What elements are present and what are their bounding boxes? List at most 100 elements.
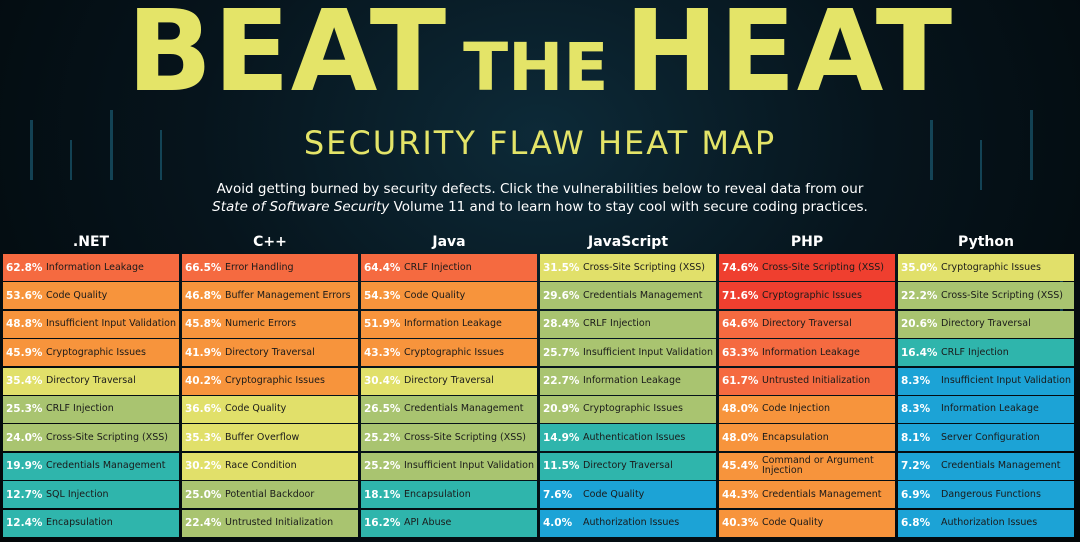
heatmap-cell[interactable]: 54.3% Code Quality xyxy=(361,282,537,310)
heatmap-cell[interactable]: 45.4% Command or Argument Injection xyxy=(719,452,895,480)
heatmap-cell[interactable]: 74.6% Cross-Site Scripting (XSS) xyxy=(719,254,895,281)
heatmap-cell[interactable]: 25.0% Potential Backdoor xyxy=(182,481,358,509)
cell-label: Cross-Site Scripting (XSS) xyxy=(762,261,884,273)
heatmap-cell[interactable]: 8.3% Information Leakage xyxy=(898,395,1074,423)
cell-label: Race Condition xyxy=(225,460,297,472)
heatmap-cell[interactable]: 66.5% Error Handling xyxy=(182,254,358,281)
cell-label: Information Leakage xyxy=(404,318,502,330)
heatmap-cell[interactable]: 16.4% CRLF Injection xyxy=(898,339,1074,367)
heatmap-cell[interactable]: 6.8% Authorization Issues xyxy=(898,509,1074,537)
heatmap-cell[interactable]: 7.6% Code Quality xyxy=(540,481,716,509)
heatmap-cell[interactable]: 12.7% SQL Injection xyxy=(3,481,179,509)
heatmap-cell[interactable]: 40.2% Cryptographic Issues xyxy=(182,367,358,395)
heatmap-cell[interactable]: 22.4% Untrusted Initialization xyxy=(182,509,358,537)
heatmap-cell[interactable]: 64.6% Directory Traversal xyxy=(719,310,895,338)
heatmap-cell[interactable]: 48.8% Insufficient Input Validation xyxy=(3,310,179,338)
heatmap-cell[interactable]: 25.2% Insufficient Input Validation xyxy=(361,452,537,480)
cell-label: Credentials Management xyxy=(583,289,703,301)
heatmap-cell[interactable]: 48.0% Code Injection xyxy=(719,395,895,423)
cell-label: Cross-Site Scripting (XSS) xyxy=(46,431,168,443)
cell-percentage: 48.0% xyxy=(722,431,759,444)
heatmap-cell[interactable]: 26.5% Credentials Management xyxy=(361,395,537,423)
column-header: Java xyxy=(432,234,466,250)
cell-percentage: 28.4% xyxy=(543,318,580,331)
cell-label: Cryptographic Issues xyxy=(762,289,862,301)
heatmap-cell[interactable]: 29.6% Credentials Management xyxy=(540,282,716,310)
heatmap-cell[interactable]: 48.0% Encapsulation xyxy=(719,424,895,452)
heatmap-cell[interactable]: 18.1% Encapsulation xyxy=(361,481,537,509)
heatmap-cell[interactable]: 8.1% Server Configuration xyxy=(898,424,1074,452)
heatmap-cell[interactable]: 7.2% Credentials Management xyxy=(898,452,1074,480)
heatmap-cell[interactable]: 71.6% Cryptographic Issues xyxy=(719,282,895,310)
cell-label: Untrusted Initialization xyxy=(762,375,871,387)
heatmap-cell[interactable]: 62.8% Information Leakage xyxy=(3,254,179,281)
heatmap-cell[interactable]: 35.3% Buffer Overflow xyxy=(182,424,358,452)
heatmap-cell[interactable]: 14.9% Authentication Issues xyxy=(540,424,716,452)
cell-percentage: 46.8% xyxy=(185,289,222,302)
heatmap-cell[interactable]: 30.4% Directory Traversal xyxy=(361,367,537,395)
heatmap-cell[interactable]: 35.0% Cryptographic Issues xyxy=(898,254,1074,281)
heatmap-cell[interactable]: 22.7% Information Leakage xyxy=(540,367,716,395)
heatmap-cell[interactable]: 4.0% Authorization Issues xyxy=(540,509,716,537)
heatmap-cell[interactable]: 43.3% Cryptographic Issues xyxy=(361,339,537,367)
heatmap-cell[interactable]: 46.8% Buffer Management Errors xyxy=(182,282,358,310)
heatmap-cell[interactable]: 35.4% Directory Traversal xyxy=(3,367,179,395)
heatmap-cell[interactable]: 53.6% Code Quality xyxy=(3,282,179,310)
heatmap-cell[interactable]: 45.8% Numeric Errors xyxy=(182,310,358,338)
cell-percentage: 8.3% xyxy=(901,375,931,388)
cell-percentage: 53.6% xyxy=(6,289,43,302)
cell-label: Buffer Management Errors xyxy=(225,289,351,301)
heatmap-cell[interactable]: 16.2% API Abuse xyxy=(361,509,537,537)
heatmap-cell[interactable]: 20.6% Directory Traversal xyxy=(898,310,1074,338)
cell-label: Authorization Issues xyxy=(583,517,680,529)
heatmap-cell[interactable]: 25.2% Cross-Site Scripting (XSS) xyxy=(361,424,537,452)
heatmap-cell[interactable]: 6.9% Dangerous Functions xyxy=(898,481,1074,509)
cell-percentage: 63.3% xyxy=(722,346,759,359)
heatmap-cell[interactable]: 40.3% Code Quality xyxy=(719,509,895,537)
cell-label: Code Quality xyxy=(583,488,645,500)
cell-percentage: 20.6% xyxy=(901,318,938,331)
cell-percentage: 7.2% xyxy=(901,460,931,473)
cell-percentage: 31.5% xyxy=(543,261,580,274)
cell-label: Information Leakage xyxy=(762,346,860,358)
cell-percentage: 61.7% xyxy=(722,375,759,388)
heatmap-cell[interactable]: 45.9% Cryptographic Issues xyxy=(3,339,179,367)
heatmap-cell[interactable]: 25.3% CRLF Injection xyxy=(3,395,179,423)
cell-label: Server Configuration xyxy=(941,431,1040,443)
cell-label: Potential Backdoor xyxy=(225,488,315,500)
heatmap-cell[interactable]: 63.3% Information Leakage xyxy=(719,339,895,367)
cell-percentage: 40.2% xyxy=(185,375,222,388)
heatmap-cell[interactable]: 51.9% Information Leakage xyxy=(361,310,537,338)
cell-label: Encapsulation xyxy=(46,517,113,529)
heatmap-cell[interactable]: 8.3% Insufficient Input Validation xyxy=(898,367,1074,395)
cell-label: Code Injection xyxy=(762,403,831,415)
heatmap-cell[interactable]: 22.2% Cross-Site Scripting (XSS) xyxy=(898,282,1074,310)
cell-percentage: 40.3% xyxy=(722,517,759,530)
cell-label: Directory Traversal xyxy=(941,318,1031,330)
heatmap-cell[interactable]: 24.0% Cross-Site Scripting (XSS) xyxy=(3,424,179,452)
heatmap-cell[interactable]: 11.5% Directory Traversal xyxy=(540,452,716,480)
cell-percentage: 8.1% xyxy=(901,431,931,444)
cell-percentage: 45.8% xyxy=(185,318,222,331)
heatmap-cell[interactable]: 41.9% Directory Traversal xyxy=(182,339,358,367)
heatmap-cell[interactable]: 25.7% Insufficient Input Validation xyxy=(540,339,716,367)
cell-label: CRLF Injection xyxy=(583,318,651,330)
heatmap-cell[interactable]: 28.4% CRLF Injection xyxy=(540,310,716,338)
heatmap-column: Java 64.4% CRLF Injection 54.3% Code Quality… xyxy=(361,230,537,538)
heatmap-cell[interactable]: 64.4% CRLF Injection xyxy=(361,254,537,281)
cell-label: Information Leakage xyxy=(46,261,144,273)
heatmap-cell[interactable]: 31.5% Cross-Site Scripting (XSS) xyxy=(540,254,716,281)
cell-percentage: 25.7% xyxy=(543,346,580,359)
heatmap-cell[interactable]: 20.9% Cryptographic Issues xyxy=(540,395,716,423)
heatmap-cell[interactable]: 44.3% Credentials Management xyxy=(719,481,895,509)
intro-part2: Volume 11 and to learn how to stay cool … xyxy=(393,199,868,215)
heatmap-cell[interactable]: 36.6% Code Quality xyxy=(182,395,358,423)
cell-percentage: 22.2% xyxy=(901,289,938,302)
heatmap-cell[interactable]: 19.9% Credentials Management xyxy=(3,452,179,480)
cell-percentage: 64.4% xyxy=(364,261,401,274)
cell-percentage: 51.9% xyxy=(364,318,401,331)
heatmap-cell[interactable]: 30.2% Race Condition xyxy=(182,452,358,480)
heatmap-cell[interactable]: 61.7% Untrusted Initialization xyxy=(719,367,895,395)
heatmap-cell[interactable]: 12.4% Encapsulation xyxy=(3,509,179,537)
cell-label: Numeric Errors xyxy=(225,318,297,330)
